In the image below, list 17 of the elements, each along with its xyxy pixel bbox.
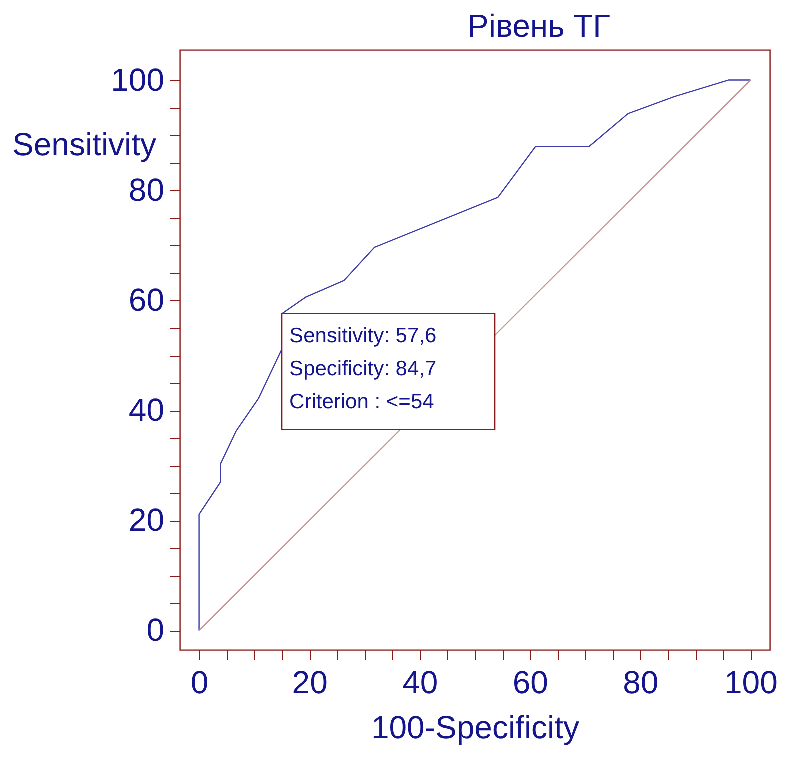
annotation: Sensitivity: 57,6 Specificity: 84,7 Criterion : <=54 [290, 324, 437, 414]
x-tick-label: 60 [512, 664, 548, 700]
x-tick-label: 80 [623, 664, 659, 700]
y-axis-title: Sensitivity [12, 126, 157, 162]
x-tick-label: 20 [292, 664, 328, 700]
y-tick-label: 0 [146, 612, 164, 648]
y-tick-label: 100 [111, 62, 164, 98]
y-tick-label: 20 [128, 502, 164, 538]
line-series [198, 80, 752, 632]
x-tick-label: 100 [724, 664, 778, 700]
y-tick-label: 60 [128, 282, 164, 318]
x-tick-label: 40 [402, 664, 438, 700]
y-tick-label: 80 [128, 172, 164, 208]
x-axis-title: 100-Specificity [371, 710, 580, 746]
chart-title: Рівень ТГ [468, 8, 610, 44]
y-tick-label: 40 [128, 392, 164, 428]
x-tick-label: 0 [190, 664, 209, 700]
